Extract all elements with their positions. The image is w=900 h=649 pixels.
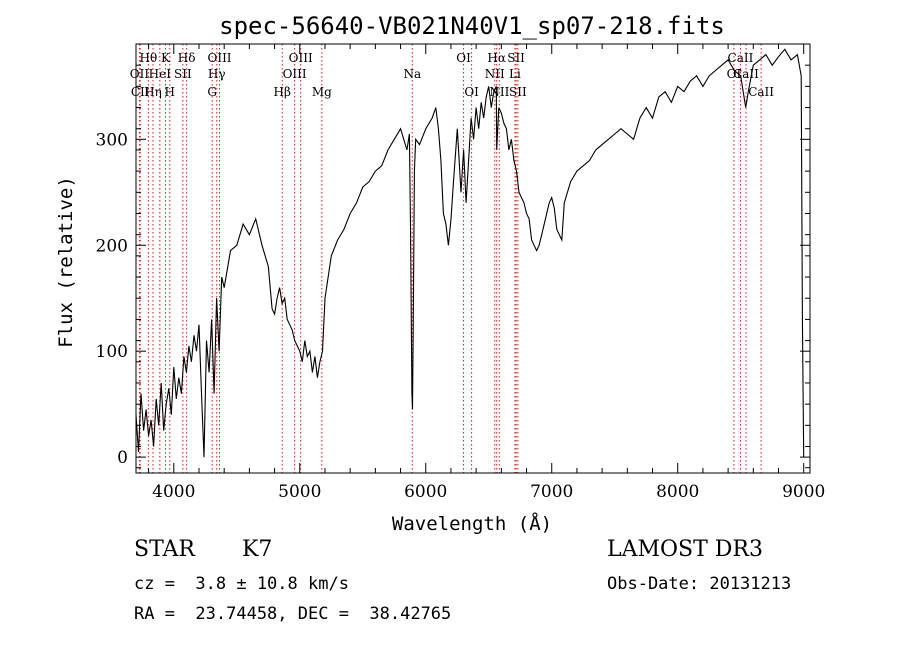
axis-ticks bbox=[136, 44, 810, 473]
spectrum-line bbox=[135, 48, 805, 458]
x-tick-label-4: 8000 bbox=[656, 482, 699, 502]
line-label-9: OIII bbox=[207, 51, 231, 65]
line-label-27: CaII bbox=[733, 67, 759, 81]
line-label-20: NII bbox=[485, 67, 505, 81]
line-label-21: NII bbox=[489, 85, 509, 99]
line-label-24: SII bbox=[509, 85, 527, 99]
line-label-7: SII bbox=[174, 67, 192, 81]
y-tick-label-3: 300 bbox=[96, 130, 128, 150]
line-label-11: G bbox=[207, 85, 217, 99]
x-tick-label-5: 9000 bbox=[782, 482, 825, 502]
line-label-14: OIII bbox=[289, 51, 313, 65]
line-label-3: K bbox=[161, 51, 171, 65]
y-tick-label-2: 200 bbox=[96, 236, 128, 256]
spectral-subclass: K7 bbox=[242, 537, 273, 562]
x-tick-label-1: 5000 bbox=[278, 482, 321, 502]
survey-name: LAMOST DR3 bbox=[607, 537, 763, 562]
line-label-19: Hα bbox=[487, 51, 506, 65]
y-axis-label: Flux (relative) bbox=[55, 176, 77, 348]
obs-date: Obs-Date: 20131213 bbox=[607, 574, 792, 594]
line-label-1: OII bbox=[130, 67, 150, 81]
spectral-line-markers bbox=[138, 44, 762, 473]
line-label-28: CaII bbox=[748, 85, 774, 99]
line-label-17: OI bbox=[456, 51, 471, 65]
plot-frame bbox=[135, 43, 811, 474]
redshift-info: cz = 3.8 ± 10.8 km/s bbox=[134, 574, 349, 594]
y-tick-label-1: 100 bbox=[96, 342, 128, 362]
line-label-5: Hη bbox=[144, 85, 162, 99]
line-label-15: Mg bbox=[312, 85, 332, 99]
line-label-8: Hδ bbox=[178, 51, 196, 65]
x-tick-label-0: 4000 bbox=[152, 482, 195, 502]
axis-tick-labels: 4000 5000 6000 7000 8000 9000 0 100 200 300 bbox=[96, 130, 826, 502]
y-tick-label-0: 0 bbox=[117, 448, 128, 468]
line-label-13: OIII bbox=[283, 67, 307, 81]
line-label-23: Li bbox=[509, 67, 521, 81]
x-axis-label: Wavelength (Å) bbox=[392, 512, 552, 535]
x-tick-label-2: 6000 bbox=[404, 482, 447, 502]
line-label-0: Hθ bbox=[139, 51, 157, 65]
line-label-16: Na bbox=[403, 67, 421, 81]
line-label-26: OI bbox=[727, 67, 742, 81]
chart-title: spec-56640-VB021N40V1_sp07-218.fits bbox=[219, 12, 725, 40]
line-label-18: OI bbox=[464, 85, 479, 99]
line-label-25: CaII bbox=[728, 51, 754, 65]
object-class: STAR bbox=[134, 537, 195, 562]
line-label-4: HeI bbox=[149, 67, 172, 81]
x-tick-label-3: 7000 bbox=[530, 482, 573, 502]
line-label-10: Hγ bbox=[208, 67, 226, 81]
line-label-6: H bbox=[165, 85, 175, 99]
line-label-22: SII bbox=[507, 51, 525, 65]
line-label-12: Hβ bbox=[274, 85, 291, 99]
coordinates: RA = 23.74458, DEC = 38.42765 bbox=[134, 604, 452, 624]
